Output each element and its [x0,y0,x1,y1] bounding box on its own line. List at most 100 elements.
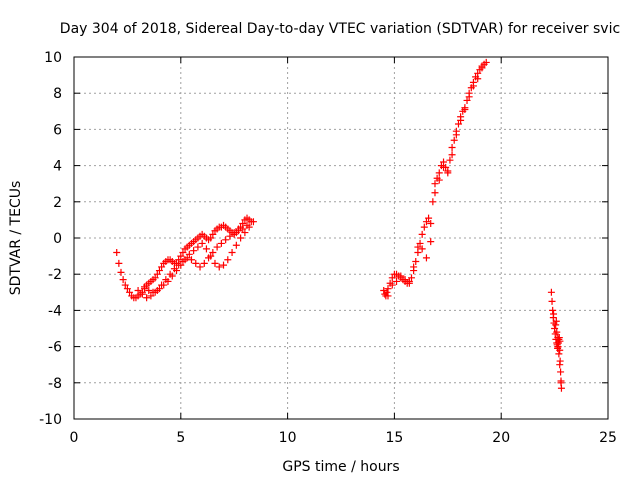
data-point [384,285,392,293]
data-point [211,259,219,267]
data-point [384,292,392,300]
y-tick-label: 0 [53,231,62,247]
data-point [190,247,198,255]
data-point [207,234,215,242]
data-point [550,310,558,318]
data-point [478,64,486,72]
data-point [162,276,170,284]
data-point [185,250,193,258]
data-point [474,75,482,83]
y-tick-label: -6 [48,340,62,356]
data-point [427,238,435,246]
data-point [463,96,471,104]
data-point [431,180,439,188]
y-tick-label: -4 [48,303,62,319]
data-point [138,290,146,298]
data-point [416,239,424,247]
data-point [422,218,430,226]
data-point [241,229,249,237]
data-point [151,274,159,282]
data-point [414,243,422,251]
data-point [427,220,435,228]
y-tick-label: 6 [53,122,62,138]
y-tick-label: 10 [44,50,62,66]
data-point [552,321,560,329]
data-point [220,261,228,269]
data-point [209,230,217,238]
y-tick-label: -2 [48,267,62,283]
y-axis-label: SDTVAR / TECUs [8,181,24,296]
data-point [554,343,562,351]
data-point [429,198,437,206]
data-point [407,274,415,282]
data-point [554,334,562,342]
data-point [448,151,456,159]
data-point [147,292,155,300]
data-point [553,328,561,336]
data-point [454,120,462,128]
x-tick-label: 10 [279,430,297,446]
data-point [452,131,460,139]
data-point [547,288,555,296]
data-point [232,241,240,249]
data-point [175,261,183,269]
data-point [450,136,458,144]
axis-ticks: 0 5 10 15 20 25 -10 -8 -6 -4 -2 0 2 4 6 8 10 [39,50,617,446]
series-segment-2 [380,58,490,300]
data-point [548,297,556,305]
data-point [140,283,148,291]
series-segment-1 [113,214,257,302]
data-point [556,337,564,345]
data-point [198,239,206,247]
data-point [158,263,166,271]
data-point [482,58,490,66]
data-point [435,176,443,184]
data-point [412,258,420,266]
data-point [557,379,565,387]
data-point [215,263,223,271]
data-point [425,214,433,222]
data-point [556,346,564,354]
data-point [226,232,234,240]
data-points [113,58,565,392]
data-point [192,259,200,267]
data-point [222,236,230,244]
chart-title: Day 304 of 2018, Sidereal Day-to-day VTE… [60,21,620,37]
data-point [126,288,134,296]
data-point [557,368,565,376]
y-tick-label: 2 [53,195,62,211]
data-point [444,167,452,175]
data-point [418,230,426,238]
y-tick-label: -10 [39,412,62,428]
data-point [549,306,557,314]
data-point [179,258,187,266]
data-point [422,254,430,262]
x-tick-label: 5 [176,430,185,446]
data-point [555,350,563,358]
data-point [149,288,157,296]
data-point [469,82,477,90]
data-point [418,245,426,253]
data-point [166,270,174,278]
y-tick-label: 4 [53,159,62,175]
data-point [383,288,391,296]
data-point [234,227,242,235]
data-point [431,189,439,197]
data-point [239,225,247,233]
data-point [119,276,127,284]
data-point [230,229,238,237]
data-point [440,163,448,171]
data-point [115,259,123,267]
data-point [123,285,131,293]
x-tick-label: 15 [385,430,403,446]
data-point [117,268,125,276]
data-point [205,254,213,262]
data-point [388,281,396,289]
data-point [209,248,217,256]
data-point [397,272,405,280]
data-point [158,281,166,289]
data-point [420,223,428,231]
data-point [155,267,163,275]
data-point [552,317,560,325]
